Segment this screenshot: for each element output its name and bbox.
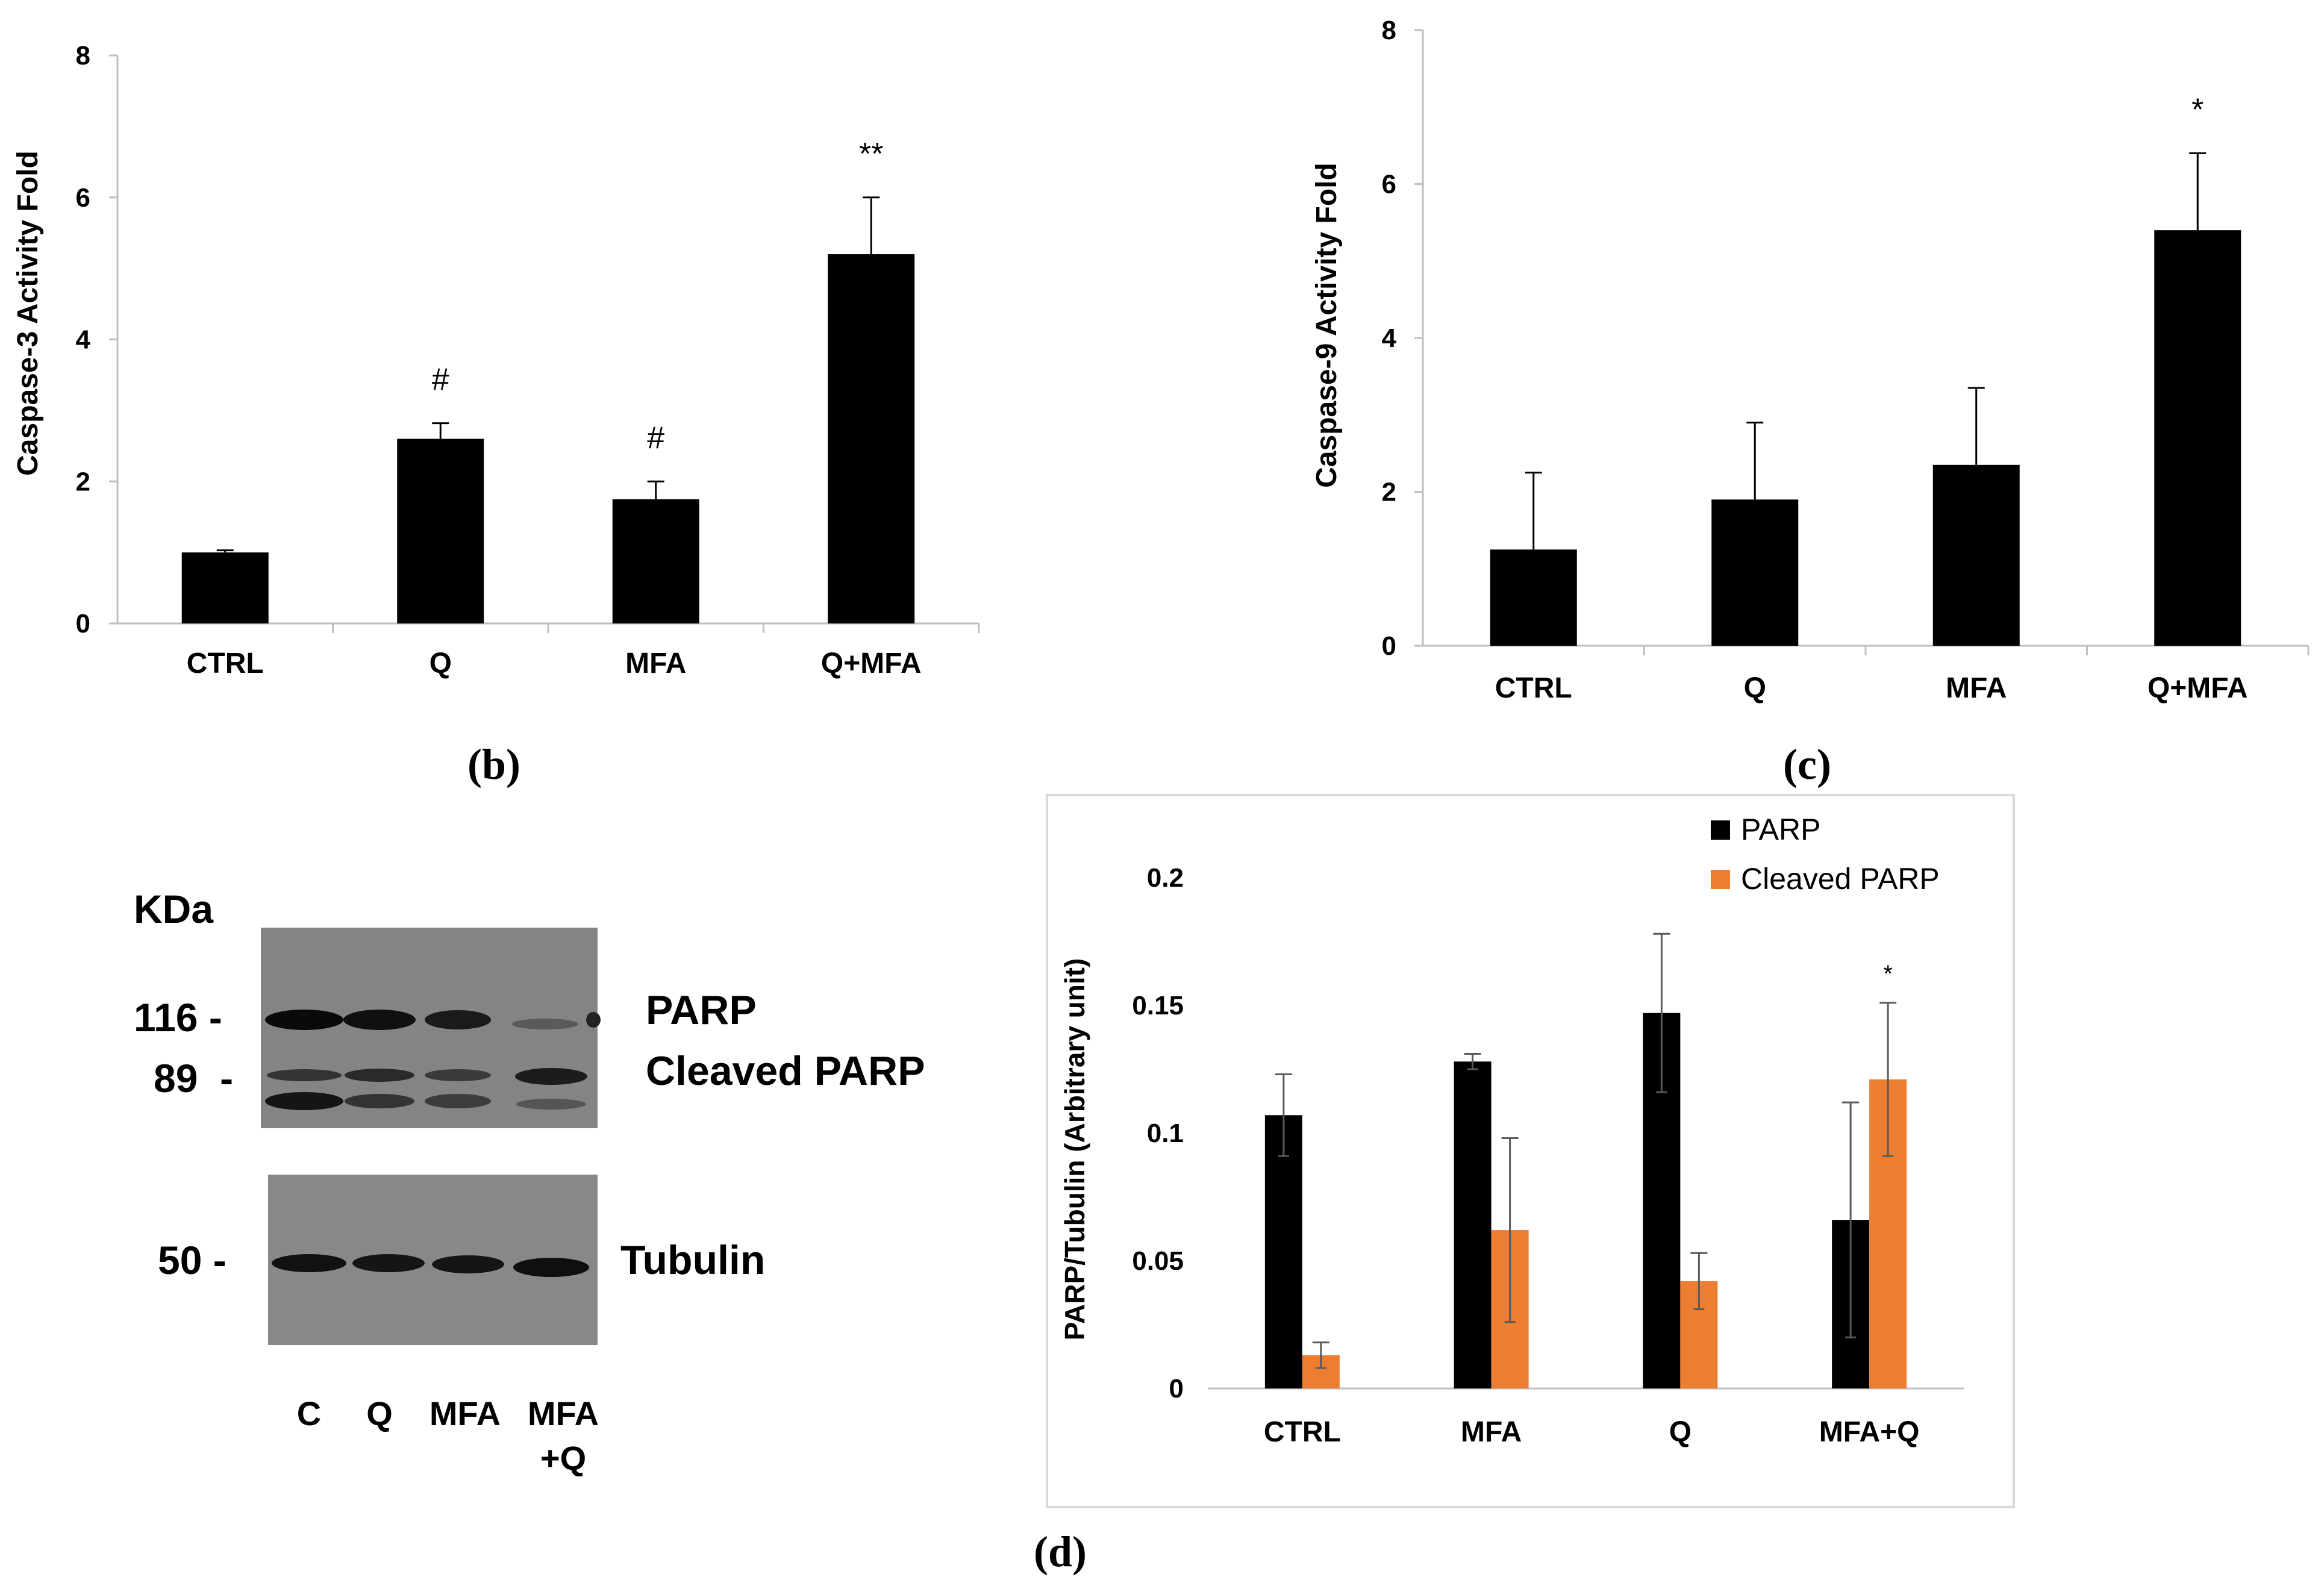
blot-band [265, 1092, 343, 1110]
western-blot: KDa 116 - 89 - 50 - PARP Cleaved PARP Tu… [134, 887, 925, 1477]
bar-caspase-3 [181, 552, 269, 623]
chart-c-ylabel: Caspase-9 Activity Fold [1311, 163, 1343, 488]
x-tick-label: Q+MFA [2148, 672, 2248, 704]
blot-marker-116: 116 - [134, 995, 222, 1040]
y-tick-label: 0 [1169, 1374, 1184, 1404]
y-tick-label: 6 [76, 183, 90, 213]
bar-parp [1454, 1061, 1492, 1388]
blot-unit-label: KDa [134, 887, 214, 931]
y-tick-label: 0.05 [1132, 1246, 1184, 1276]
significance-marker: # [432, 363, 449, 398]
panel-label-b: (b) [467, 740, 520, 788]
significance-marker: * [1883, 961, 1893, 987]
blot-marker-50: 50 - [158, 1238, 226, 1282]
significance-marker: # [647, 420, 664, 455]
blot-label-parp: PARP [646, 987, 757, 1033]
y-tick-label: 2 [1382, 478, 1396, 507]
blot-lane-label-line2: +Q [540, 1439, 586, 1477]
x-tick-label: MFA+Q [1819, 1416, 1920, 1448]
blot-lane-label: MFA [528, 1394, 599, 1432]
legend-swatch [1711, 870, 1730, 889]
y-tick-label: 2 [76, 467, 90, 496]
y-tick-label: 6 [1382, 170, 1396, 199]
y-tick-label: 0 [1382, 631, 1396, 661]
significance-marker: * [2191, 92, 2204, 127]
bar-caspase-9 [1932, 464, 2020, 646]
blot-band [586, 1012, 601, 1028]
chart-c: Caspase-9 Activity Fold (c) 0 2 4 6 8 CTRL Q MF… [1311, 16, 2310, 788]
blot-band [515, 1068, 587, 1085]
x-tick-label: Q [430, 648, 452, 679]
legend-label: Cleaved PARP [1741, 862, 1940, 896]
chart-d-frame [1046, 794, 2015, 1508]
chart-b: Caspase-3 Activity Fold (b) 0 2 4 6 8 CTRL Q MF… [12, 41, 980, 788]
x-tick-label: MFA [625, 648, 686, 679]
y-tick-label: 0 [76, 609, 90, 639]
chart-d: PARP/Tubulin (Arbitrary unit) (d) 0 0.05 0… [1034, 794, 2015, 1576]
x-tick-label: CTRL [187, 648, 264, 679]
x-tick-label: MFA [1461, 1416, 1522, 1448]
bar-caspase-3 [397, 439, 484, 623]
panel-label-c: (c) [1783, 740, 1831, 788]
blot-label-cleaved-parp: Cleaved PARP [646, 1048, 925, 1094]
bar-caspase-3 [612, 499, 699, 623]
blot-band [267, 1069, 342, 1081]
bar-caspase-9 [1711, 499, 1799, 646]
chart-b-ylabel: Caspase-3 Activity Fold [12, 151, 44, 476]
y-tick-label: 4 [76, 325, 91, 355]
blot-band [512, 1019, 578, 1029]
bar-caspase-9 [1490, 549, 1577, 646]
blot-band [513, 1258, 589, 1277]
y-tick-label: 0.2 [1147, 863, 1184, 893]
blot-band [343, 1010, 416, 1030]
x-tick-label: Q [1669, 1416, 1691, 1448]
y-tick-label: 8 [76, 41, 90, 70]
y-tick-label: 4 [1382, 323, 1397, 353]
x-tick-label: CTRL [1495, 672, 1572, 704]
y-tick-label: 0.1 [1147, 1119, 1184, 1148]
blot-lane-label: Q [366, 1394, 393, 1432]
x-tick-label: MFA [1946, 672, 2007, 704]
x-tick-label: Q [1744, 672, 1766, 704]
blot-band [345, 1094, 414, 1108]
legend-label: PARP [1741, 813, 1820, 846]
blot-band [265, 1010, 343, 1030]
blot-label-tubulin: Tubulin [620, 1237, 765, 1283]
blot-marker-89: 89 - [154, 1056, 233, 1101]
x-tick-label: Q+MFA [821, 648, 922, 679]
y-tick-label: 8 [1382, 16, 1396, 45]
blot-band [425, 1069, 491, 1081]
bar-parp [1264, 1115, 1302, 1388]
blot-lane-label: C [297, 1394, 321, 1432]
blot-band [352, 1254, 425, 1272]
blot-lane-label: MFA [430, 1394, 501, 1432]
blot-band [516, 1099, 586, 1110]
chart-d-ylabel: PARP/Tubulin (Arbitrary unit) [1059, 958, 1090, 1341]
y-tick-label: 0.15 [1132, 991, 1184, 1020]
blot-band [425, 1094, 491, 1108]
blot-band [345, 1069, 414, 1082]
bar-caspase-9 [2154, 230, 2241, 646]
blot-band [432, 1255, 504, 1273]
bar-caspase-3 [828, 254, 915, 623]
panel-label-d: (d) [1034, 1528, 1087, 1576]
significance-marker: ** [859, 137, 883, 172]
x-tick-label: CTRL [1264, 1416, 1341, 1448]
legend-swatch [1711, 820, 1730, 840]
blot-band [272, 1254, 346, 1272]
blot-band [425, 1010, 491, 1029]
